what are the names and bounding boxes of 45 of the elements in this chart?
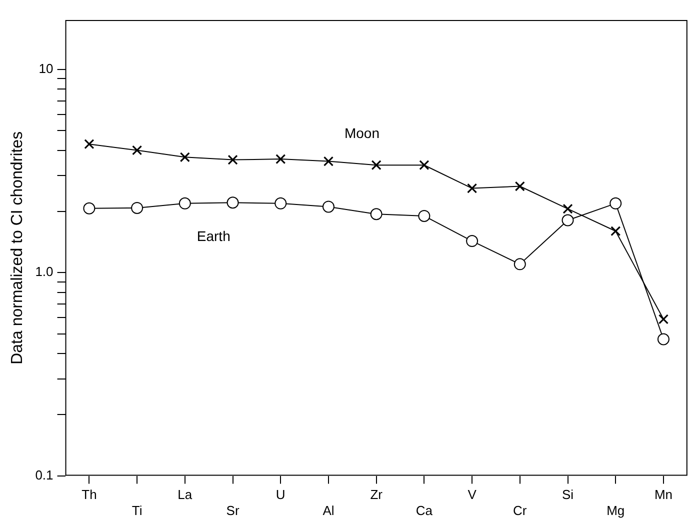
x-tick-label: U [276,487,286,502]
point [562,204,573,214]
x-tick-label: Mn [654,487,673,502]
x-tick-label: V [468,487,477,502]
x-tick-label: Ca [416,502,434,518]
point [466,235,478,248]
x-tick-label: Al [322,502,334,518]
point [274,197,287,210]
x-tick-label: Si [562,487,574,502]
x-tick-label: Sr [226,502,240,518]
point [658,314,669,324]
point [370,208,382,220]
point [276,154,286,164]
point [84,139,94,150]
point [419,160,430,170]
point [610,197,622,210]
point [418,210,430,222]
y-tick-label: 10 [38,60,54,76]
point [228,154,238,165]
series-label: Moon [344,124,380,141]
series-label: Earth [196,228,230,244]
x-tick-label: La [178,487,193,502]
point [514,258,526,270]
x-tick-label: Cr [513,502,528,518]
y-tick-label: 0.1 [35,467,54,482]
point [83,202,96,214]
point [323,156,334,166]
point [131,202,144,214]
point [226,196,239,209]
point [657,333,670,346]
point [562,214,574,226]
point [132,145,142,156]
x-tick-label: Mg [606,502,625,518]
point [180,152,190,162]
y-tick-label: 1.0 [35,264,54,280]
y-axis-title: Data normalized to CI chondrites [9,131,26,364]
x-tick-label: Th [82,487,97,502]
point [610,226,621,236]
point [514,181,525,192]
point [371,160,382,170]
x-tick-label: Zr [370,487,384,502]
x-tick-label: Ti [132,502,142,518]
point [178,197,191,210]
point [467,183,478,194]
point [322,200,334,213]
